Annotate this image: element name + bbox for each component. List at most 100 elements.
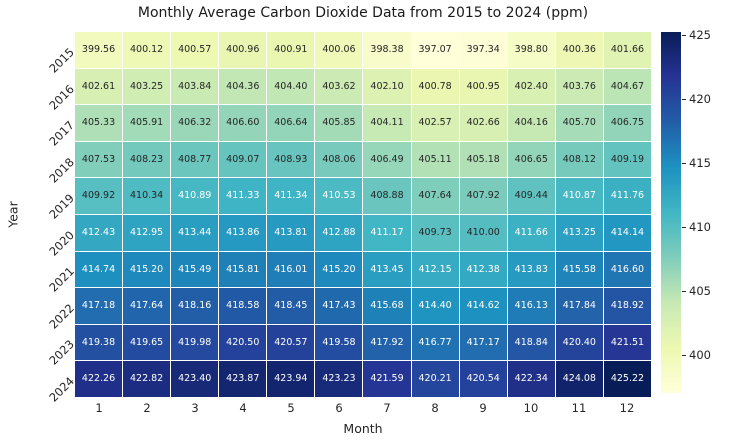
heatmap-cell: 421.59	[363, 361, 411, 397]
heatmap-cell: 399.56	[75, 32, 123, 68]
x-tick-label: 4	[239, 401, 247, 415]
heatmap-cell: 415.20	[315, 251, 363, 288]
heatmap-cell: 413.86	[219, 214, 267, 251]
heatmap-cell: 420.50	[219, 324, 267, 361]
heatmap-cell: 417.92	[363, 324, 411, 361]
chart-title: Monthly Average Carbon Dioxide Data from…	[137, 5, 589, 21]
heatmap-cell: 420.57	[267, 324, 315, 361]
heatmap-cell: 408.88	[363, 178, 411, 214]
heatmap-cell: 418.45	[267, 288, 315, 324]
heatmap-cell: 420.40	[555, 324, 603, 361]
heatmap-cell: 412.95	[123, 214, 171, 251]
heatmap-cell: 420.54	[459, 361, 507, 397]
heatmap-cell: 398.80	[507, 32, 555, 68]
heatmap-cell: 410.00	[459, 214, 507, 251]
heatmap-cell: 422.34	[507, 361, 555, 397]
heatmap-cell: 411.34	[267, 178, 315, 214]
heatmap-cell: 409.19	[603, 141, 651, 178]
heatmap-cell: 414.62	[459, 288, 507, 324]
colorbar-tick-label: 410	[689, 220, 711, 235]
heatmap-cell: 408.06	[315, 141, 363, 178]
heatmap-cell: 406.75	[603, 105, 651, 141]
heatmap-cell: 415.68	[363, 288, 411, 324]
heatmap-cell: 414.14	[603, 214, 651, 251]
x-tick-label: 2	[143, 401, 151, 415]
x-tick-label: 3	[191, 401, 199, 415]
heatmap-cell: 407.64	[411, 178, 459, 214]
heatmap-cell: 408.12	[555, 141, 603, 178]
heatmap-cell: 409.73	[411, 214, 459, 251]
heatmap-cell: 400.57	[171, 32, 219, 68]
heatmap-cell: 414.40	[411, 288, 459, 324]
colorbar-tick-label: 400	[689, 348, 711, 363]
colorbar-tick-mark	[682, 163, 686, 165]
colorbar-tick-mark	[682, 227, 686, 229]
heatmap-grid: 399.56 400.12 400.57 400.96 400.91 400.06 398.…	[75, 32, 651, 397]
x-tick-label: 6	[335, 401, 343, 415]
x-tick-label: 10	[523, 401, 539, 415]
x-tick-label: 11	[571, 401, 587, 415]
heatmap-cell: 406.64	[267, 105, 315, 141]
heatmap-cell: 417.17	[459, 324, 507, 361]
heatmap-cell: 415.20	[123, 251, 171, 288]
heatmap-cell: 403.76	[555, 68, 603, 105]
colorbar-tick-mark	[682, 355, 686, 357]
heatmap-cell: 413.25	[555, 214, 603, 251]
heatmap-cell: 424.08	[555, 361, 603, 397]
heatmap-cell: 398.38	[363, 32, 411, 68]
heatmap-cell: 409.07	[219, 141, 267, 178]
heatmap-cell: 404.11	[363, 105, 411, 141]
heatmap-cell: 408.77	[171, 141, 219, 178]
colorbar-tick-mark	[682, 34, 686, 36]
heatmap-cell: 415.49	[171, 251, 219, 288]
heatmap-cell: 412.15	[411, 251, 459, 288]
heatmap-cell: 417.84	[555, 288, 603, 324]
heatmap-cell: 410.34	[123, 178, 171, 214]
heatmap-cell: 425.22	[603, 361, 651, 397]
heatmap-cell: 408.93	[267, 141, 315, 178]
heatmap-cell: 409.44	[507, 178, 555, 214]
colorbar-tick-mark	[682, 291, 686, 293]
heatmap-cell: 410.87	[555, 178, 603, 214]
heatmap-cell: 400.78	[411, 68, 459, 105]
heatmap-cell: 418.92	[603, 288, 651, 324]
heatmap-cell: 405.91	[123, 105, 171, 141]
heatmap-cell: 416.77	[411, 324, 459, 361]
heatmap-cell: 423.94	[267, 361, 315, 397]
heatmap-cell: 400.95	[459, 68, 507, 105]
heatmap-cell: 406.60	[219, 105, 267, 141]
heatmap-cell: 404.40	[267, 68, 315, 105]
x-tick-label: 9	[479, 401, 487, 415]
heatmap-cell: 423.40	[171, 361, 219, 397]
heatmap-cell: 419.65	[123, 324, 171, 361]
heatmap-cell: 400.91	[267, 32, 315, 68]
colorbar-tick-label: 405	[689, 284, 711, 299]
heatmap-cell: 408.23	[123, 141, 171, 178]
heatmap-cell: 416.01	[267, 251, 315, 288]
heatmap-cell: 422.26	[75, 361, 123, 397]
heatmap-cell: 410.53	[315, 178, 363, 214]
heatmap-cell: 405.33	[75, 105, 123, 141]
heatmap-cell: 407.53	[75, 141, 123, 178]
heatmap-cell: 419.38	[75, 324, 123, 361]
colorbar-tick-label: 420	[689, 91, 711, 106]
heatmap-cell: 412.38	[459, 251, 507, 288]
heatmap-cell: 412.88	[315, 214, 363, 251]
y-axis-label: Year	[5, 201, 21, 228]
colorbar-tick-label: 425	[689, 27, 711, 42]
x-tick-label: 12	[619, 401, 635, 415]
heatmap-cell: 421.51	[603, 324, 651, 361]
x-tick-label: 5	[287, 401, 295, 415]
heatmap-cell: 423.23	[315, 361, 363, 397]
heatmap-cell: 406.32	[171, 105, 219, 141]
heatmap-cell: 417.64	[123, 288, 171, 324]
heatmap-cell: 403.84	[171, 68, 219, 105]
colorbar-tick-mark	[682, 98, 686, 100]
heatmap-cell: 418.16	[171, 288, 219, 324]
heatmap-cell: 410.89	[171, 178, 219, 214]
heatmap-cell: 406.49	[363, 141, 411, 178]
heatmap-cell: 418.84	[507, 324, 555, 361]
heatmap-cell: 400.12	[123, 32, 171, 68]
heatmap-cell: 422.82	[123, 361, 171, 397]
heatmap-cell: 413.81	[267, 214, 315, 251]
